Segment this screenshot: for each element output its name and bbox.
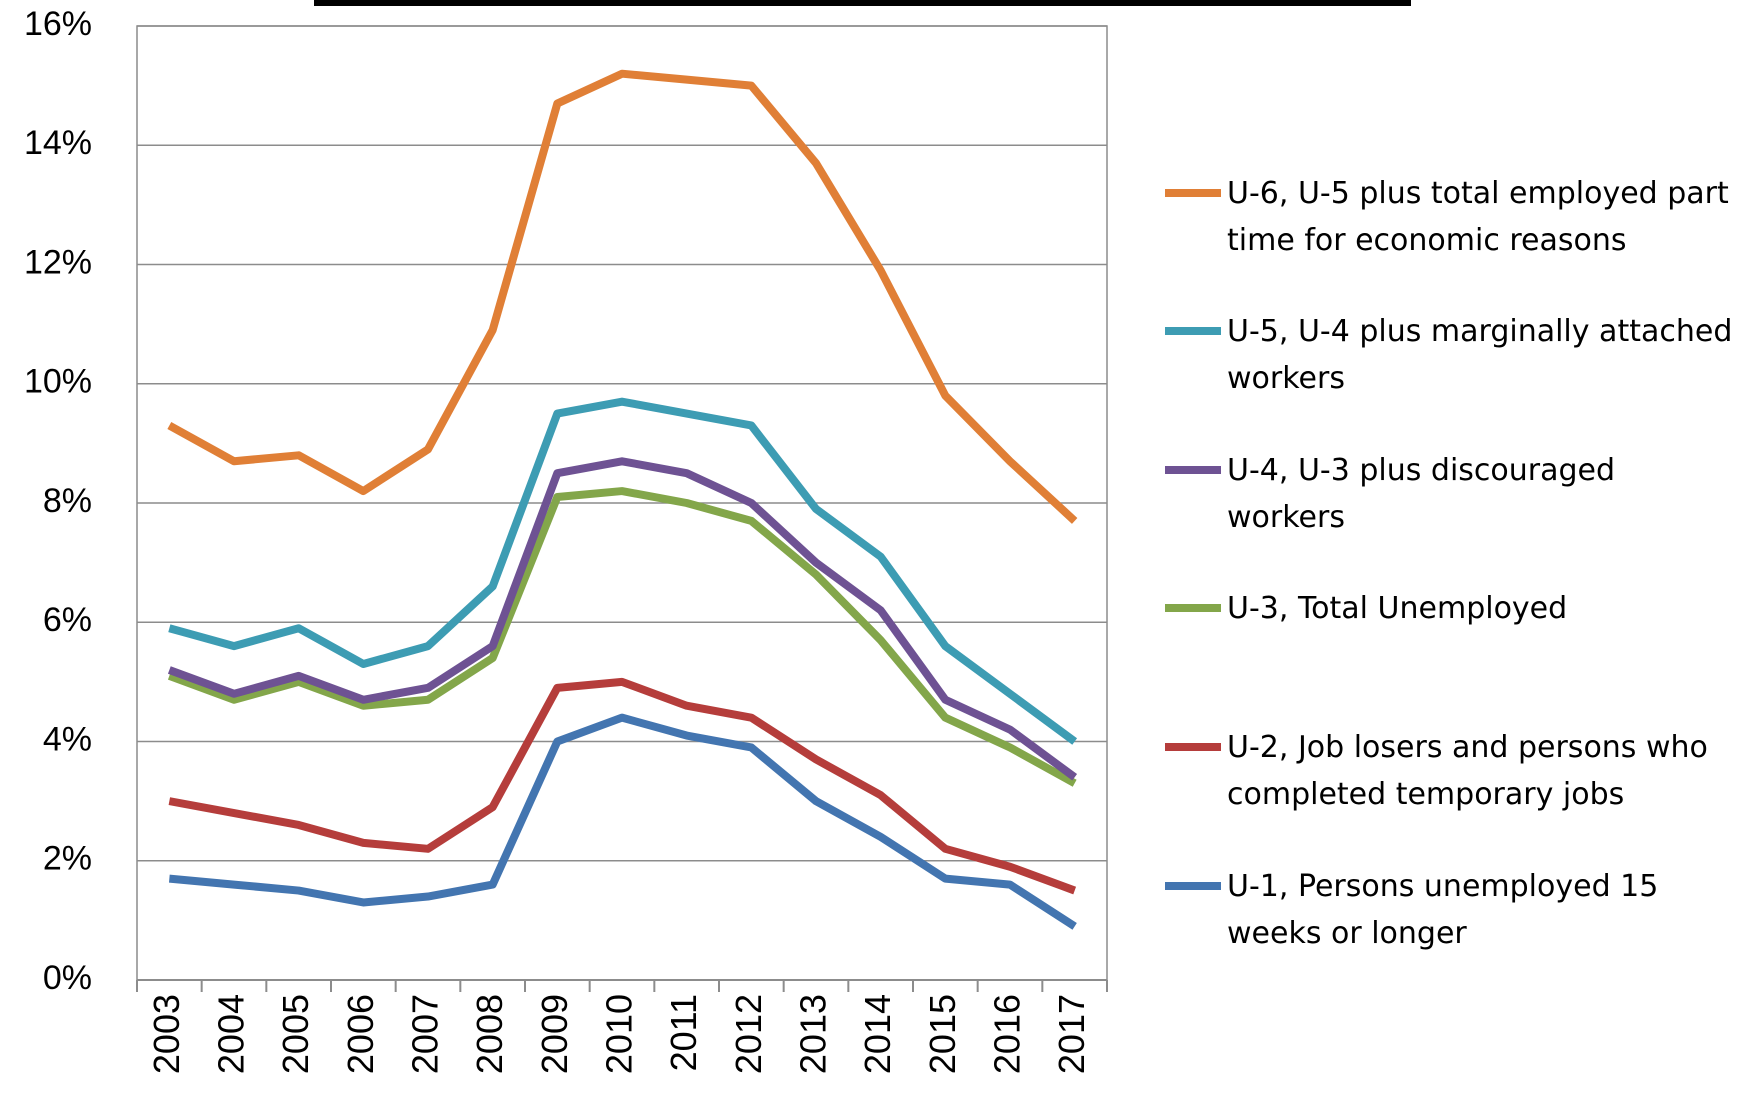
series-line bbox=[167, 487, 1077, 787]
y-tick-label: 12% bbox=[24, 243, 92, 281]
x-tick-label: 2006 bbox=[340, 994, 381, 1074]
x-tick-label: 2003 bbox=[146, 994, 187, 1074]
y-tick-label: 10% bbox=[24, 363, 92, 401]
series-line bbox=[168, 677, 1077, 895]
legend-label: U-2, Job losers and persons who complete… bbox=[1227, 730, 1708, 812]
legend-label: U-4, U-3 plus discouraged workers bbox=[1227, 453, 1616, 535]
y-tick-label: 2% bbox=[43, 840, 92, 878]
x-tick-label: 2013 bbox=[793, 994, 834, 1074]
legend-label: U-5, U-4 plus marginally attached worker… bbox=[1227, 314, 1733, 396]
x-tick-label: 2011 bbox=[663, 994, 704, 1071]
x-tick-label: 2010 bbox=[599, 994, 640, 1074]
x-tick-label: 2004 bbox=[211, 994, 252, 1074]
y-tick-label: 8% bbox=[43, 482, 92, 520]
x-tick-label: 2008 bbox=[469, 994, 510, 1074]
y-tick-label: 14% bbox=[24, 124, 92, 162]
legend-label: U-6, U-5 plus total employed part time f… bbox=[1227, 176, 1729, 258]
x-tick-label: 2015 bbox=[922, 994, 963, 1074]
series-line bbox=[167, 457, 1078, 781]
title-bar bbox=[314, 0, 1411, 6]
x-tick-label: 2012 bbox=[728, 994, 769, 1074]
series-line bbox=[167, 69, 1078, 524]
y-tick-label: 6% bbox=[43, 601, 92, 639]
series-line bbox=[168, 397, 1078, 745]
x-tick-label: 2005 bbox=[275, 994, 316, 1074]
legend-label: U-1, Persons unemployed 15 weeks or long… bbox=[1227, 869, 1659, 951]
series-line bbox=[168, 713, 1077, 930]
x-tick-label: 2009 bbox=[534, 994, 575, 1074]
y-tick-label: 0% bbox=[43, 959, 92, 997]
y-tick-label: 4% bbox=[43, 720, 92, 758]
legend-label: U-3, Total Unemployed bbox=[1227, 591, 1568, 626]
x-tick-label: 2014 bbox=[857, 994, 898, 1074]
x-tick-label: 2007 bbox=[405, 994, 446, 1074]
y-tick-label: 16% bbox=[24, 5, 92, 43]
x-tick-label: 2016 bbox=[987, 994, 1028, 1074]
x-tick-label: 2017 bbox=[1051, 994, 1092, 1074]
